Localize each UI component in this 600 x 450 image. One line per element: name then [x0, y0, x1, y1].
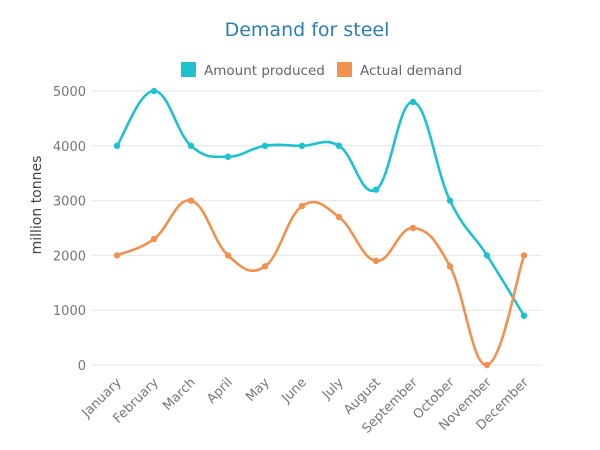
y-tick-label: 0	[78, 359, 86, 374]
data-point[interactable]	[113, 252, 121, 259]
data-point[interactable]	[113, 142, 121, 149]
chart-title: Demand for steel	[225, 19, 390, 41]
data-point[interactable]	[224, 252, 232, 259]
data-point[interactable]	[520, 312, 528, 319]
data-point[interactable]	[298, 202, 306, 210]
data-point[interactable]	[483, 361, 491, 369]
data-point[interactable]	[446, 197, 454, 204]
grid	[92, 90, 542, 366]
data-point[interactable]	[261, 263, 269, 270]
legend-label: Amount produced	[204, 63, 325, 79]
legend-swatch	[337, 62, 352, 77]
data-point[interactable]	[372, 257, 380, 265]
x-tick-label: June	[278, 375, 309, 406]
y-axis-label: million tonnes	[29, 156, 45, 255]
data-point[interactable]	[520, 252, 528, 259]
legend-swatch	[181, 62, 196, 77]
data-point[interactable]	[483, 252, 491, 259]
y-axis-ticks: 0 1000 2000 3000 4000 5000	[53, 85, 86, 374]
x-tick-label: July	[319, 375, 347, 403]
data-point[interactable]	[335, 142, 343, 149]
y-tick-label: 3000	[53, 195, 86, 210]
data-point[interactable]	[187, 197, 195, 204]
data-point[interactable]	[187, 142, 195, 149]
data-point[interactable]	[409, 98, 417, 106]
x-tick-label: March	[160, 375, 199, 414]
data-point[interactable]	[150, 235, 158, 243]
data-point[interactable]	[298, 142, 306, 149]
data-point[interactable]	[261, 142, 269, 149]
legend-label: Actual demand	[360, 63, 462, 79]
data-point[interactable]	[150, 87, 158, 95]
y-tick-label: 1000	[53, 304, 86, 319]
y-tick-label: 5000	[53, 85, 86, 100]
y-tick-label: 2000	[53, 249, 86, 264]
data-point[interactable]	[372, 186, 380, 193]
data-point[interactable]	[446, 263, 454, 270]
legend: Amount produced Actual demand	[181, 62, 462, 79]
data-point[interactable]	[335, 213, 343, 221]
x-tick-label: April	[204, 375, 236, 407]
data-point[interactable]	[224, 153, 232, 160]
x-tick-label: May	[243, 375, 273, 405]
data-point[interactable]	[409, 224, 417, 232]
y-tick-label: 4000	[53, 140, 86, 155]
series-group	[113, 87, 528, 369]
